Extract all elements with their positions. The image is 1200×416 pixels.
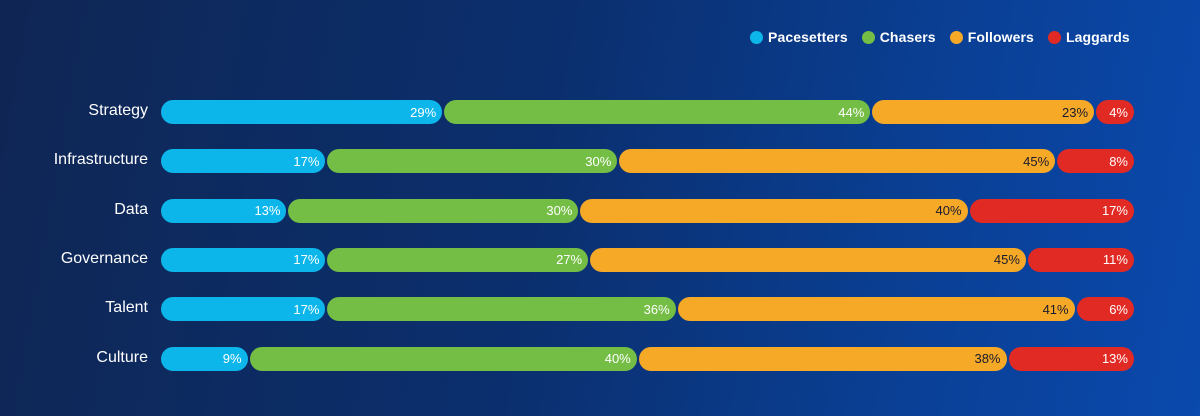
- category-label: Strategy: [88, 102, 148, 119]
- bar-segment-followers: 45%: [619, 149, 1056, 174]
- bar-segment-followers: 40%: [580, 198, 968, 223]
- data-label: 4%: [1109, 104, 1128, 120]
- bar-segment-followers: 41%: [677, 297, 1075, 322]
- data-label: 36%: [643, 301, 670, 317]
- bar-segment-laggards: 4%: [1096, 100, 1134, 124]
- bar-segment-laggards: 17%: [969, 198, 1134, 223]
- data-label: 13%: [1101, 351, 1128, 366]
- data-label: 9%: [222, 351, 242, 366]
- data-label: 41%: [1042, 301, 1069, 317]
- legend-label: Followers: [967, 29, 1034, 45]
- data-label: 40%: [604, 351, 631, 366]
- data-label: 6%: [1109, 301, 1128, 317]
- data-label: 45%: [993, 252, 1020, 268]
- bar-segment-chasers: 30%: [288, 198, 579, 223]
- bar-segment-pacesetters: 17%: [161, 297, 326, 322]
- bar-segment-chasers: 44%: [444, 100, 871, 124]
- bar-segment-chasers: 36%: [327, 297, 676, 322]
- legend-item-followers: Followers: [949, 29, 1034, 45]
- data-label: 13%: [254, 203, 281, 219]
- legend-label: Laggards: [1065, 29, 1130, 45]
- data-label: 40%: [935, 203, 962, 219]
- data-label: 44%: [838, 104, 865, 120]
- data-label: 45%: [1023, 153, 1050, 169]
- data-label: 11%: [1102, 252, 1128, 268]
- bar-segment-pacesetters: 9%: [161, 346, 248, 371]
- data-label: 29%: [410, 104, 437, 120]
- legend-item-pacesetters: Pacesetters: [750, 29, 848, 45]
- legend-swatch: [861, 30, 875, 44]
- bar-segment-followers: 38%: [638, 346, 1007, 371]
- data-label: 17%: [293, 153, 320, 169]
- data-label: 17%: [1101, 203, 1128, 219]
- category-label: Governance: [60, 249, 148, 267]
- data-label: 30%: [546, 203, 573, 219]
- legend: Pacesetters Chasers Followers Laggards: [750, 29, 1130, 45]
- legend-label: Chasers: [879, 29, 936, 45]
- category-label: Data: [114, 200, 148, 218]
- bar-segment-laggards: 11%: [1027, 247, 1134, 272]
- bar-segment-chasers: 30%: [327, 149, 618, 174]
- bar-segment-pacesetters: 29%: [161, 100, 443, 124]
- bar-segment-chasers: 40%: [249, 346, 637, 371]
- bar-segment-pacesetters: 13%: [161, 198, 287, 223]
- data-label: 38%: [974, 351, 1001, 366]
- data-label: 27%: [556, 252, 583, 268]
- legend-swatch: [1047, 30, 1061, 44]
- data-label: 30%: [585, 153, 612, 169]
- data-label: 17%: [293, 301, 320, 317]
- bar-segment-laggards: 6%: [1076, 297, 1134, 322]
- data-label: 23%: [1062, 104, 1089, 120]
- data-label: 8%: [1109, 153, 1128, 169]
- legend-item-laggards: Laggards: [1047, 29, 1130, 45]
- bar-segment-laggards: 13%: [1008, 346, 1134, 371]
- bar-segment-pacesetters: 17%: [161, 149, 326, 174]
- legend-swatch: [750, 30, 763, 44]
- legend-label: Pacesetters: [768, 29, 848, 45]
- bar-segment-followers: 23%: [872, 100, 1095, 124]
- bar-segment-pacesetters: 17%: [161, 247, 326, 272]
- legend-item-chasers: Chasers: [861, 29, 936, 45]
- category-label: Infrastructure: [53, 151, 148, 169]
- category-label: Culture: [96, 348, 148, 366]
- bar-segment-followers: 45%: [590, 247, 1026, 272]
- bar-segment-laggards: 8%: [1057, 149, 1134, 174]
- legend-swatch: [949, 30, 963, 44]
- data-label: 17%: [293, 252, 320, 268]
- category-label: Talent: [105, 299, 148, 317]
- bar-segment-chasers: 27%: [327, 247, 589, 272]
